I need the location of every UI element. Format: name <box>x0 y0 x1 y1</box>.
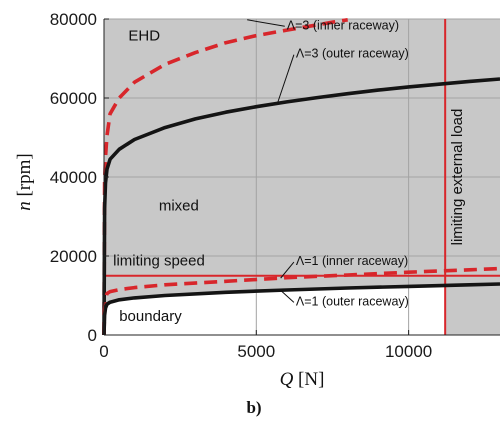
axes: 0 5000 10000 0 20000 40000 60000 80000 <box>50 10 500 361</box>
annotation-label-2: Λ=1 (inner raceway) <box>296 254 408 268</box>
mixed-region-shade <box>104 79 500 335</box>
region-label-ehd: EHD <box>128 28 160 45</box>
annotation-leader-3 <box>280 289 295 303</box>
x-tick-label: 5000 <box>237 342 275 361</box>
annotation-label-1: Λ=3 (outer raceway) <box>296 47 409 61</box>
x-tick-label: 0 <box>99 342 108 361</box>
annotation-leader-0 <box>247 19 285 27</box>
y-tick-label: 40000 <box>50 168 97 187</box>
annotation-label-0: Λ=3 (inner raceway) <box>287 18 399 32</box>
limit-lines <box>104 19 500 335</box>
annotation-label-3: Λ=1 (outer raceway) <box>296 294 409 308</box>
x-axis-title: Q [N] <box>280 369 325 390</box>
y-tick-label: 20000 <box>50 247 97 266</box>
annotation-leader-2 <box>280 261 295 279</box>
series-line-3 <box>102 282 500 336</box>
series-line-2 <box>102 266 500 336</box>
region-label-boundary: boundary <box>119 308 182 325</box>
y-tick-label: 60000 <box>50 89 97 108</box>
y-tick-label: 80000 <box>50 10 97 29</box>
labels: EHD mixed boundary limiting speed limiting e… <box>14 28 466 417</box>
series-line-1 <box>102 77 500 336</box>
panel-label: b) <box>246 398 261 417</box>
region-label-mixed: mixed <box>159 198 199 215</box>
limiting-load-label: limiting external load <box>449 109 466 246</box>
x-tick-label: 10000 <box>385 342 432 361</box>
annotations: Λ=3 (inner raceway) Λ=3 (outer raceway) Λ=… <box>247 18 409 308</box>
series-line-0 <box>102 18 348 336</box>
annotation-leader-1 <box>277 54 295 103</box>
limiting-speed-label: limiting speed <box>113 252 205 269</box>
y-axis-title: n [rpm] <box>14 153 35 211</box>
series-lines <box>102 18 500 336</box>
y-tick-label: 0 <box>88 326 97 345</box>
